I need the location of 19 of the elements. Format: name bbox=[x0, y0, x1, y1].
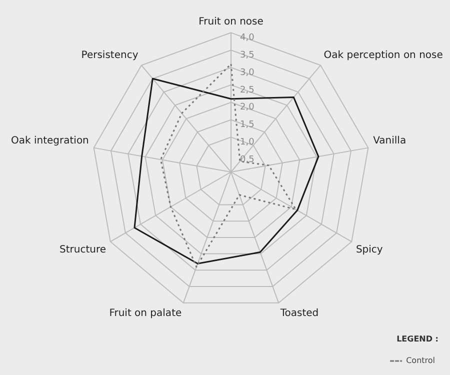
y-tick-label: 1,5 bbox=[240, 120, 254, 130]
spoke-label: Oak integration bbox=[10, 136, 89, 147]
spoke-label: Oak perception on nose bbox=[324, 50, 443, 62]
y-tick-label: 3,5 bbox=[240, 50, 254, 60]
spoke-label: Structure bbox=[60, 244, 106, 256]
spoke-label: Spicy bbox=[356, 244, 383, 256]
legend-title: LEGEND : bbox=[396, 334, 438, 344]
spoke-label: Persistency bbox=[81, 50, 138, 62]
spoke-label: Fruit on nose bbox=[198, 16, 264, 28]
y-tick-label: 3,0 bbox=[240, 68, 255, 78]
y-tick-label: 2,0 bbox=[240, 102, 255, 113]
y-tick-label: 2,5 bbox=[240, 85, 254, 96]
y-tick-label: 1,0 bbox=[240, 138, 255, 148]
spoke-label: Vanilla bbox=[373, 136, 406, 147]
spoke-label: Fruit on palate bbox=[109, 308, 182, 320]
legend-label: Control bbox=[406, 356, 436, 366]
y-tick-label: 4,0 bbox=[240, 33, 255, 44]
y-tick-label: 0,5 bbox=[240, 154, 254, 165]
spoke-label: Toasted bbox=[279, 308, 319, 320]
